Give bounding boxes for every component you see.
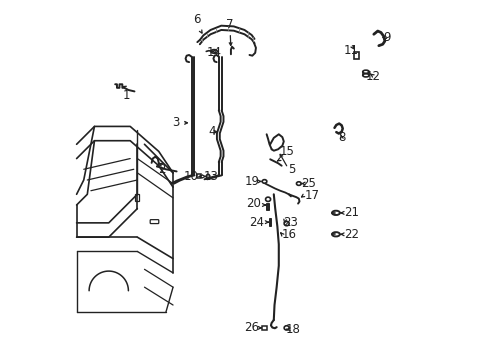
Text: 12: 12: [365, 70, 380, 83]
Text: 11: 11: [343, 44, 358, 57]
Text: 19: 19: [244, 175, 259, 188]
Text: 2: 2: [158, 163, 165, 176]
Text: 22: 22: [343, 228, 358, 241]
Text: 6: 6: [193, 13, 201, 26]
Text: 13: 13: [203, 170, 218, 183]
Text: 21: 21: [343, 206, 358, 219]
Text: 18: 18: [285, 323, 300, 336]
Text: 1: 1: [122, 89, 130, 102]
Text: 3: 3: [172, 116, 179, 129]
Text: 7: 7: [225, 18, 233, 31]
Text: 14: 14: [206, 46, 221, 59]
Text: 16: 16: [281, 228, 296, 241]
Text: 24: 24: [249, 216, 264, 229]
Text: 9: 9: [383, 31, 390, 44]
Text: 8: 8: [337, 131, 345, 144]
Text: 15: 15: [279, 145, 294, 158]
Text: 20: 20: [245, 197, 260, 210]
Text: 4: 4: [208, 125, 216, 138]
Text: 23: 23: [283, 216, 297, 229]
Text: 10: 10: [183, 170, 198, 183]
Text: 17: 17: [304, 189, 319, 202]
Text: 5: 5: [287, 163, 295, 176]
Text: 26: 26: [244, 321, 258, 334]
Text: 25: 25: [300, 177, 315, 190]
